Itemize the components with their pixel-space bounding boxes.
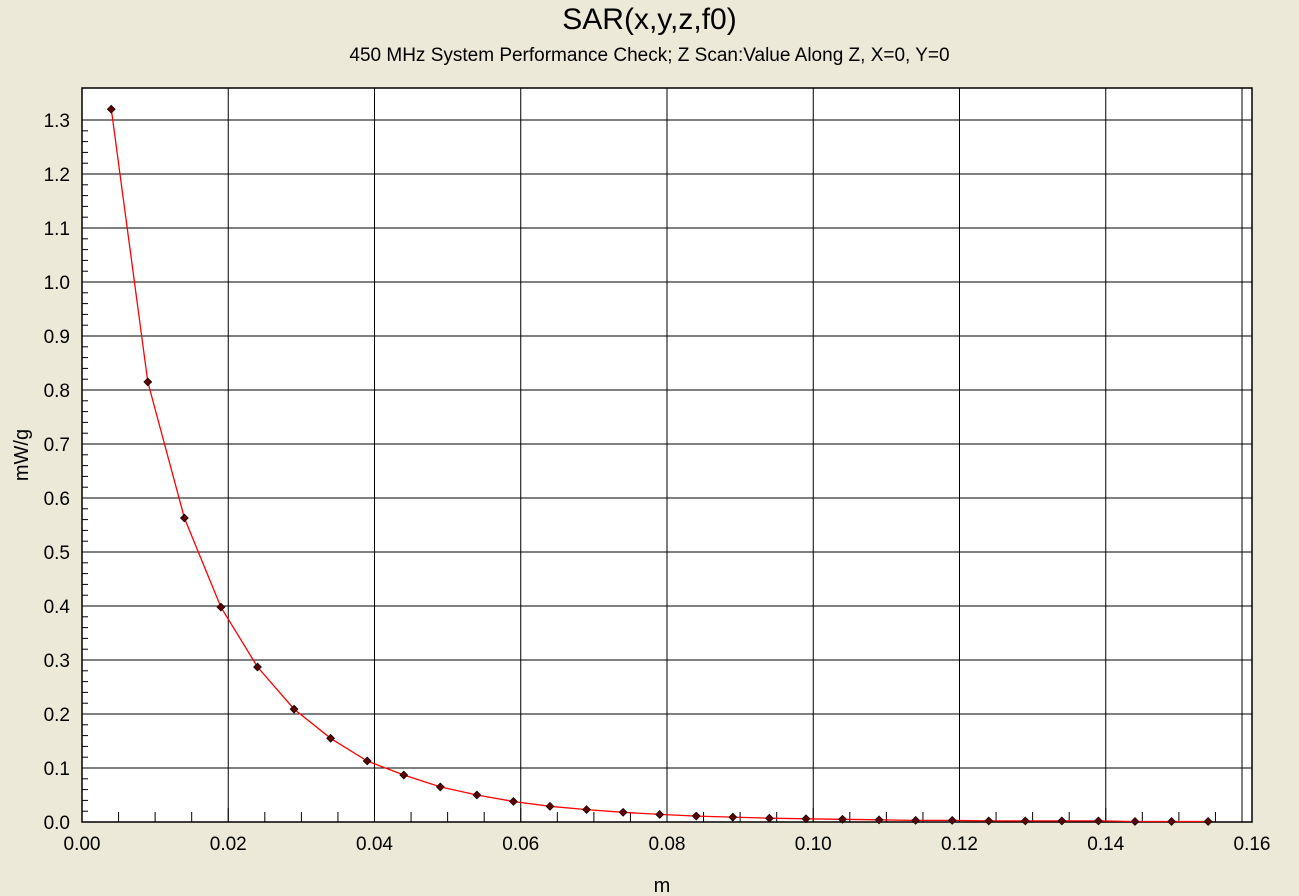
y-tick-label: 1.0 [44,273,70,294]
data-point [1020,816,1030,826]
x-tick-label: 0.08 [649,834,686,855]
data-point [874,815,884,825]
data-point [435,782,445,792]
data-point [216,602,226,612]
data-point [472,790,482,800]
data-point [838,814,847,824]
y-tick-label: 0.4 [44,597,71,618]
x-tick-label: 0.00 [64,834,101,855]
y-axis-label: mW/g [11,429,33,481]
data-point [399,770,409,780]
data-point [1057,816,1067,826]
data-point [106,104,116,114]
data-point [582,805,591,815]
x-tick-label: 0.06 [502,834,539,855]
data-point [1203,817,1213,826]
data-point [801,814,811,824]
data-point [362,756,372,766]
data-point [1167,817,1176,826]
data-point [691,811,701,821]
y-tick-label: 0.2 [44,705,70,726]
x-tick-label: 0.16 [1234,834,1271,855]
chart-subtitle: 450 MHz System Performance Check; Z Scan… [349,45,950,66]
y-tick-label: 0.0 [44,813,70,834]
chart-title: SAR(x,y,z,f0) [562,3,737,36]
y-tick-label: 1.1 [44,219,70,240]
data-point [509,797,518,806]
data-point [1094,816,1103,826]
y-tick-label: 0.7 [44,435,70,456]
data-point [728,812,738,822]
y-tick-label: 1.2 [44,165,70,186]
data-point [253,662,262,672]
x-tick-label: 0.04 [356,834,393,855]
y-tick-label: 0.5 [44,543,70,564]
data-point [764,813,774,823]
data-point [1130,817,1140,826]
y-tick-label: 0.1 [44,759,70,780]
x-axis-label: m [654,875,671,896]
x-tick-label: 0.14 [1087,834,1124,855]
data-point [289,704,299,714]
plot-border [81,87,1253,823]
data-point [179,513,189,523]
data-point [545,801,555,811]
data-point [911,815,921,825]
x-tick-label: 0.12 [941,834,978,855]
data-point [947,815,957,825]
data-point [984,816,994,826]
y-tick-label: 1.3 [44,111,70,132]
data-point [655,810,665,819]
y-tick-label: 0.6 [44,489,70,510]
y-tick-label: 0.8 [44,381,70,402]
data-point [143,377,153,387]
y-tick-label: 0.9 [44,327,70,348]
x-tick-label: 0.02 [210,834,247,855]
data-point [618,807,628,817]
x-tick-label: 0.10 [795,834,832,855]
data-point [326,733,336,743]
y-tick-label: 0.3 [44,651,70,672]
